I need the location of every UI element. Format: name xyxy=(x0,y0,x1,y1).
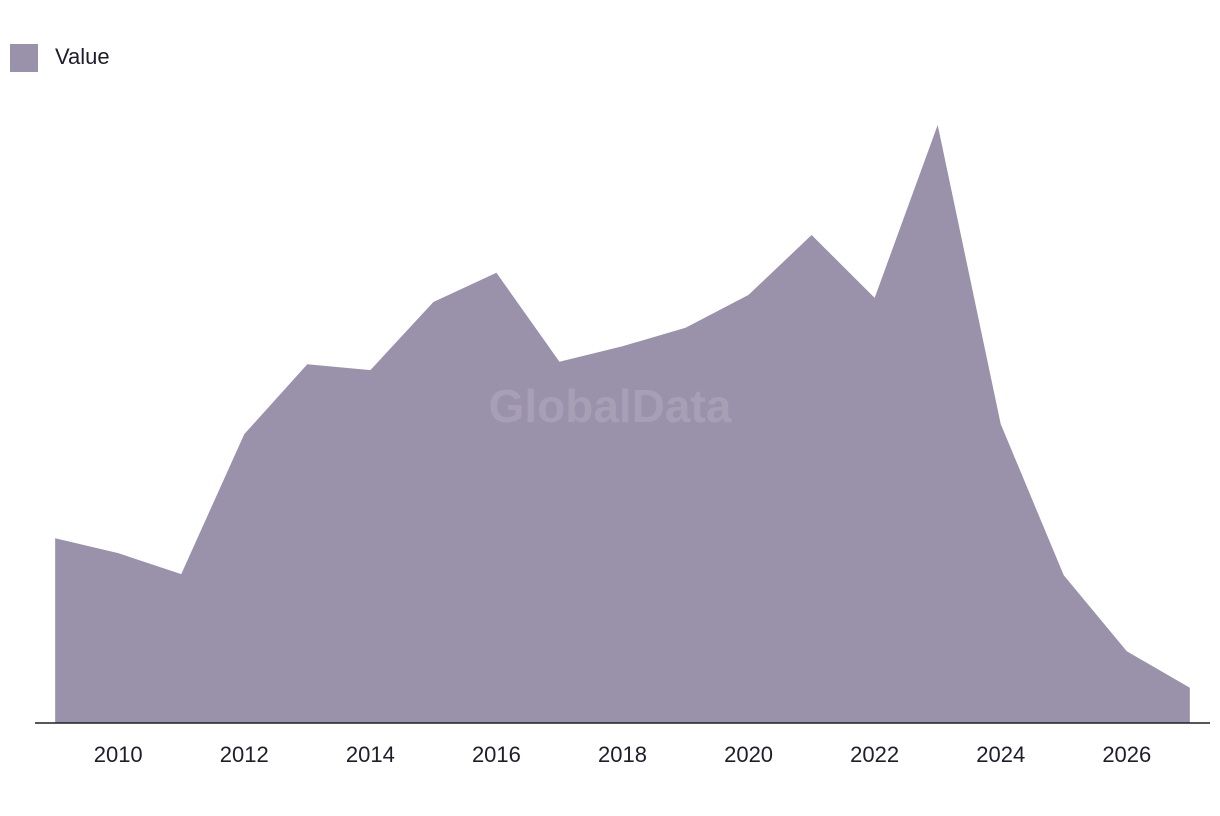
x-tick-label: 2026 xyxy=(1102,742,1151,767)
watermark: GlobalData xyxy=(489,380,732,432)
x-tick-label: 2022 xyxy=(850,742,899,767)
legend-label: Value xyxy=(55,44,110,69)
x-tick-label: 2014 xyxy=(346,742,395,767)
legend-swatch xyxy=(10,44,38,72)
area xyxy=(55,125,1190,723)
x-tick-label: 2020 xyxy=(724,742,773,767)
x-tick-label: 2018 xyxy=(598,742,647,767)
x-tick-label: 2024 xyxy=(976,742,1025,767)
x-tick-label: 2012 xyxy=(220,742,269,767)
x-tick-label: 2016 xyxy=(472,742,521,767)
x-tick-label: 2010 xyxy=(94,742,143,767)
